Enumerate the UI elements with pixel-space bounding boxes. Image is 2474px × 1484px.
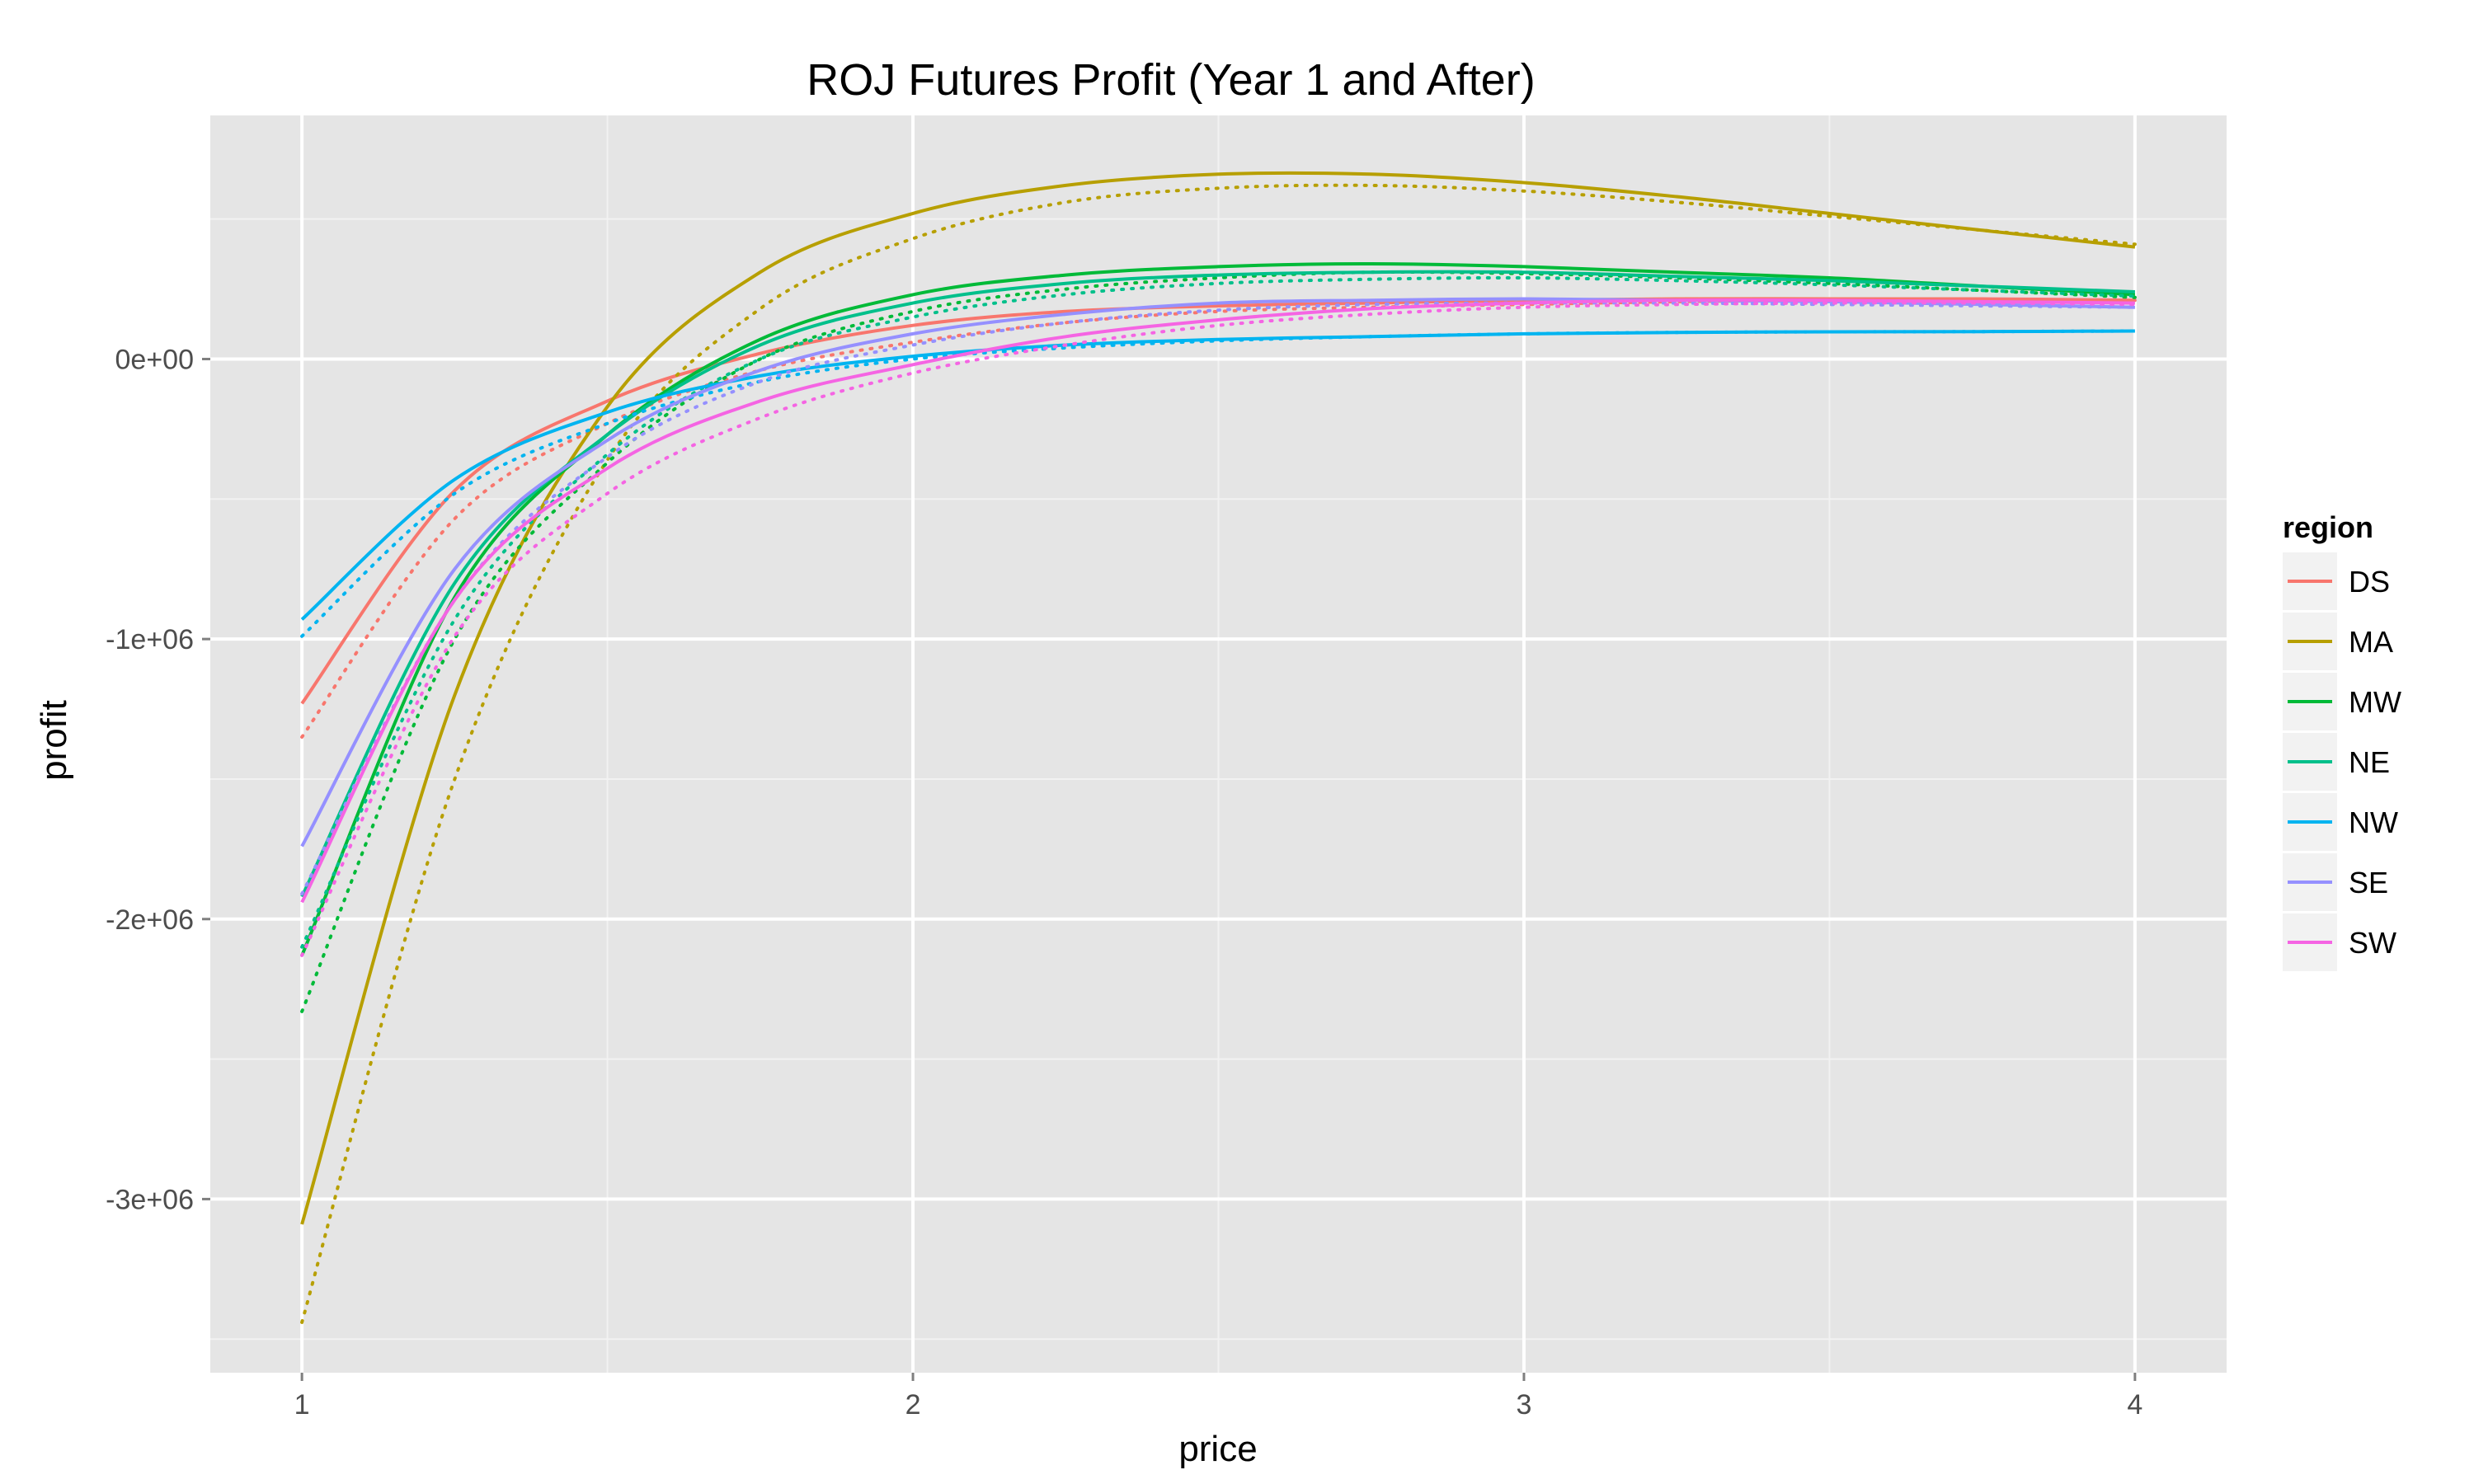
chart-title: ROJ Futures Profit (Year 1 and After) [807, 55, 1535, 105]
series-line-sw-solid [300, 298, 2135, 904]
series-line-ma-solid [300, 171, 2136, 1225]
y-axis-title: profit [34, 700, 74, 781]
legend-label-nw: NW [2349, 805, 2398, 839]
minor-gridlines [210, 115, 2227, 1373]
legend-label-ne: NE [2349, 745, 2390, 779]
x-tick-label: 4 [2127, 1389, 2142, 1421]
y-tick-label: 0e+00 [115, 344, 195, 375]
x-tick-label: 1 [294, 1389, 310, 1421]
series-lines [300, 171, 2137, 1324]
major-gridlines [210, 115, 2227, 1373]
legend-label-se: SE [2349, 866, 2388, 899]
y-tick-label: -2e+06 [106, 904, 194, 936]
legend-label-mw: MW [2349, 685, 2401, 719]
legend-label-sw: SW [2349, 926, 2396, 960]
y-tick-label: -3e+06 [106, 1184, 194, 1215]
x-axis: 1 2 3 4 [294, 1373, 2142, 1421]
series-line-mw-solid [300, 261, 2136, 956]
legend-title: region [2283, 510, 2373, 544]
legend-label-ds: DS [2349, 565, 2390, 599]
series-line-se-dotted [300, 301, 2137, 896]
y-tick-label: -1e+06 [106, 624, 194, 655]
x-tick-label: 2 [905, 1389, 921, 1421]
legend-label-ma: MA [2349, 625, 2393, 659]
series-line-sw-dotted [300, 301, 2137, 957]
x-tick-label: 3 [1516, 1389, 1531, 1421]
x-axis-title: price [1178, 1429, 1257, 1469]
series-line-nw-solid [300, 329, 2135, 621]
legend: region DS MA MW NE NW SE SW [2283, 510, 2401, 971]
y-axis: 0e+00 -1e+06 -2e+06 -3e+06 [106, 344, 210, 1215]
series-line-ma-dotted [300, 183, 2137, 1324]
